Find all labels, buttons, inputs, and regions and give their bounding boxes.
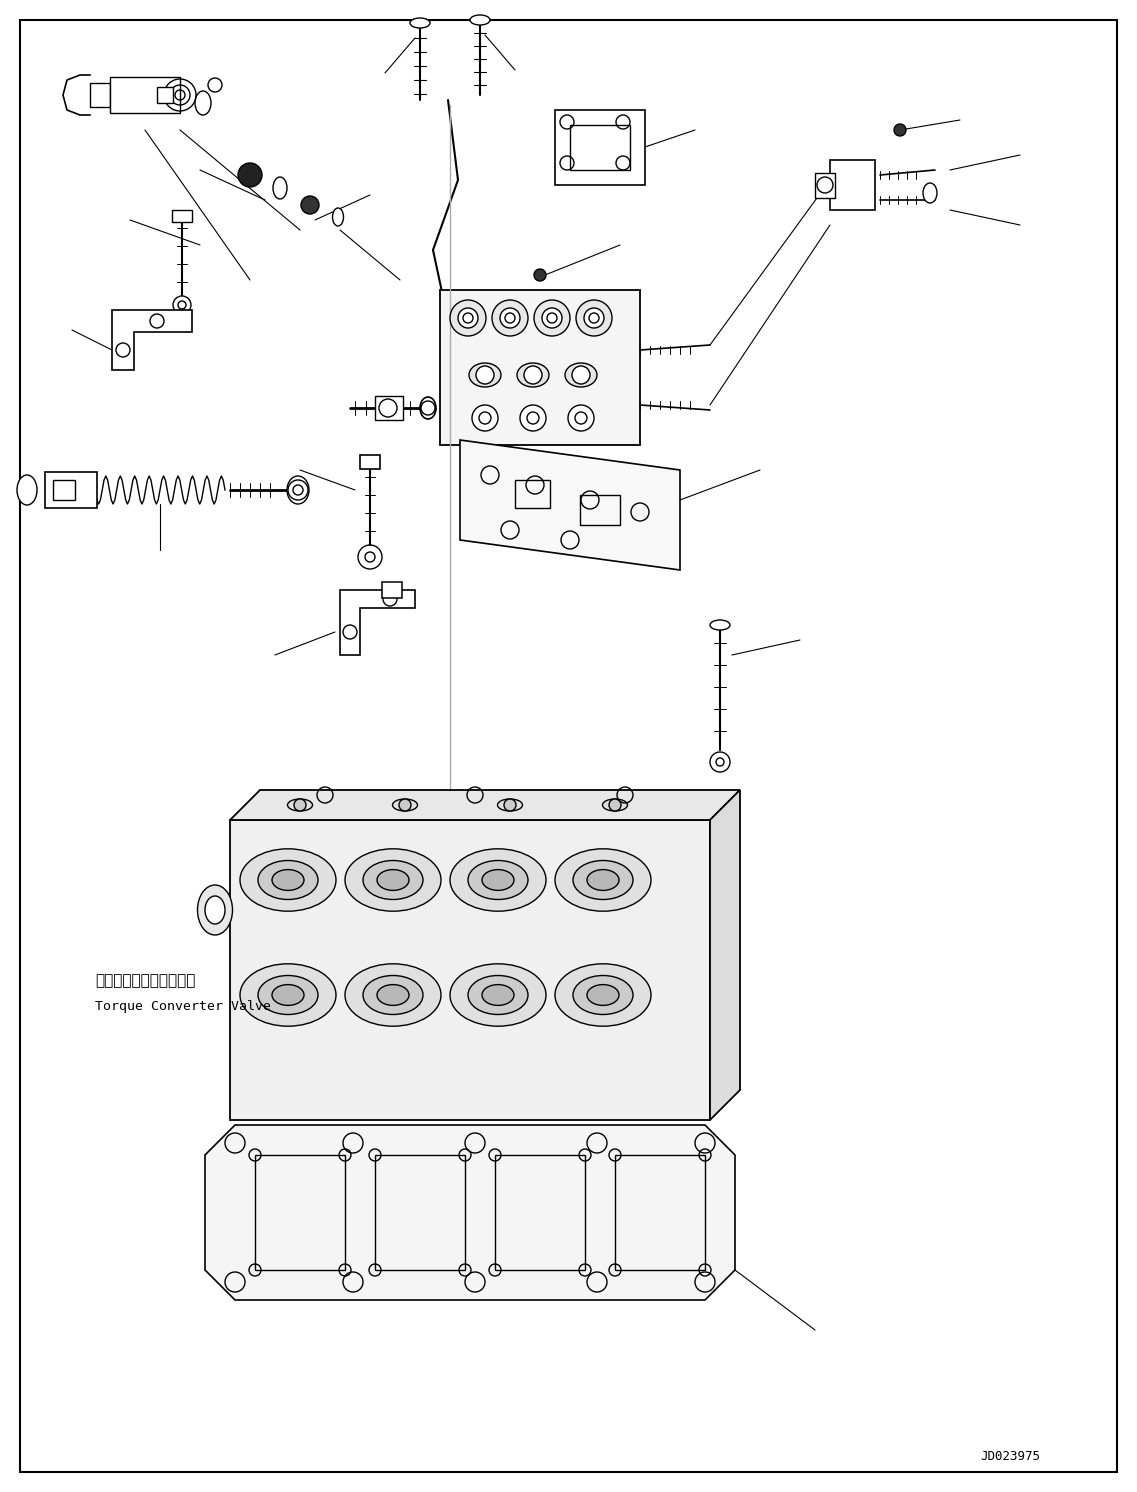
Circle shape <box>524 366 542 383</box>
Ellipse shape <box>272 985 304 1006</box>
Polygon shape <box>113 310 192 370</box>
Circle shape <box>568 404 594 431</box>
Ellipse shape <box>273 178 287 198</box>
Ellipse shape <box>198 885 232 935</box>
Ellipse shape <box>287 476 309 504</box>
Circle shape <box>572 366 590 383</box>
Circle shape <box>301 195 319 213</box>
Polygon shape <box>460 440 680 570</box>
Text: JD023975: JD023975 <box>980 1450 1040 1464</box>
Bar <box>360 455 380 468</box>
Polygon shape <box>340 589 415 655</box>
Ellipse shape <box>410 18 430 28</box>
Ellipse shape <box>517 363 549 386</box>
Ellipse shape <box>377 870 409 891</box>
Ellipse shape <box>450 964 546 1026</box>
Ellipse shape <box>17 474 38 504</box>
Ellipse shape <box>363 861 423 900</box>
Ellipse shape <box>258 976 318 1015</box>
Ellipse shape <box>565 363 597 386</box>
Ellipse shape <box>470 15 490 25</box>
Ellipse shape <box>392 800 417 812</box>
Ellipse shape <box>377 985 409 1006</box>
Bar <box>440 289 640 445</box>
Bar <box>53 480 75 500</box>
Circle shape <box>894 124 906 136</box>
Bar <box>375 1155 465 1270</box>
Ellipse shape <box>498 800 523 812</box>
Ellipse shape <box>240 964 337 1026</box>
Ellipse shape <box>468 363 501 386</box>
Ellipse shape <box>288 800 313 812</box>
Circle shape <box>542 307 562 328</box>
Ellipse shape <box>709 621 730 630</box>
Bar <box>255 1155 345 1270</box>
Circle shape <box>399 800 410 812</box>
Bar <box>45 471 97 507</box>
Ellipse shape <box>587 985 619 1006</box>
Circle shape <box>492 300 528 336</box>
Ellipse shape <box>345 964 441 1026</box>
Circle shape <box>208 78 222 93</box>
Bar <box>555 110 645 185</box>
Circle shape <box>476 366 493 383</box>
Circle shape <box>458 307 478 328</box>
Ellipse shape <box>240 849 337 912</box>
Bar <box>815 173 835 198</box>
Circle shape <box>238 163 262 186</box>
Circle shape <box>288 480 308 500</box>
Bar <box>580 495 620 525</box>
Ellipse shape <box>450 849 546 912</box>
Ellipse shape <box>573 861 633 900</box>
Ellipse shape <box>258 861 318 900</box>
Ellipse shape <box>205 897 225 924</box>
Circle shape <box>576 300 612 336</box>
Ellipse shape <box>272 870 304 891</box>
Bar <box>157 87 173 103</box>
Circle shape <box>520 404 546 431</box>
Ellipse shape <box>555 849 652 912</box>
Ellipse shape <box>468 976 528 1015</box>
Circle shape <box>584 307 604 328</box>
Circle shape <box>379 398 397 416</box>
Bar <box>110 78 180 113</box>
Bar <box>90 84 110 107</box>
Bar <box>495 1155 586 1270</box>
Polygon shape <box>709 789 740 1120</box>
Ellipse shape <box>332 207 343 225</box>
Bar <box>375 395 402 421</box>
Ellipse shape <box>603 800 628 812</box>
Ellipse shape <box>468 861 528 900</box>
Ellipse shape <box>573 976 633 1015</box>
Ellipse shape <box>420 397 435 419</box>
Circle shape <box>534 300 570 336</box>
Ellipse shape <box>363 976 423 1015</box>
Ellipse shape <box>482 870 514 891</box>
Circle shape <box>472 404 498 431</box>
Circle shape <box>500 307 520 328</box>
Ellipse shape <box>923 184 937 203</box>
Text: Torque Converter Valve: Torque Converter Valve <box>96 1000 271 1013</box>
Circle shape <box>421 401 435 415</box>
Circle shape <box>504 800 516 812</box>
Bar <box>230 821 709 1120</box>
Bar <box>615 1155 705 1270</box>
Bar <box>515 480 550 507</box>
Circle shape <box>294 800 306 812</box>
Polygon shape <box>205 1125 735 1300</box>
Bar <box>830 160 875 210</box>
Bar <box>570 125 630 170</box>
Bar <box>172 210 192 222</box>
Circle shape <box>609 800 621 812</box>
Circle shape <box>450 300 485 336</box>
Polygon shape <box>230 789 740 821</box>
Text: トルクコンバータバルブ: トルクコンバータバルブ <box>96 973 196 988</box>
Ellipse shape <box>482 985 514 1006</box>
Ellipse shape <box>196 91 211 115</box>
Ellipse shape <box>345 849 441 912</box>
Circle shape <box>534 269 546 280</box>
Ellipse shape <box>555 964 652 1026</box>
Ellipse shape <box>587 870 619 891</box>
Bar <box>382 582 402 598</box>
